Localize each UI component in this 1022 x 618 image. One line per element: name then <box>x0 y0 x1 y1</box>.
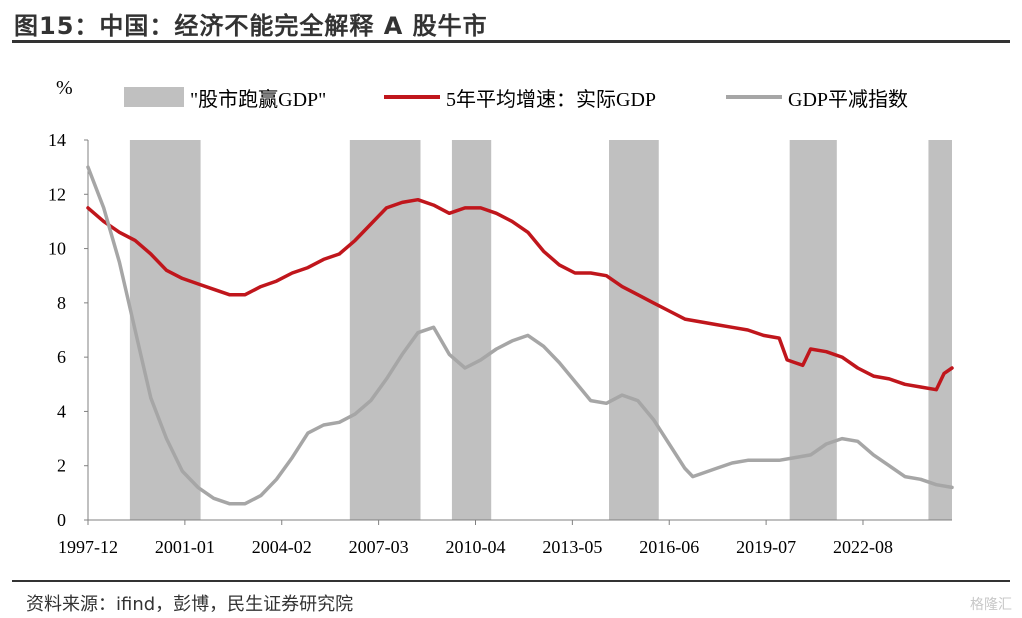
shade-period-1 <box>129 140 201 520</box>
source-note: 资料来源：ifind，彭博，民生证券研究院 <box>26 594 354 615</box>
x-tick-label: 2001-01 <box>155 537 215 557</box>
y-tick-label: 4 <box>57 401 66 421</box>
y-tick-label: 8 <box>57 293 66 313</box>
legend: "股市跑赢GDP" 5年平均增速：实际GDP GDP平减指数 <box>124 87 908 111</box>
y-tick-label: 10 <box>48 239 66 259</box>
x-tick-label: 2013-05 <box>542 537 602 557</box>
y-tick-label: 12 <box>48 184 66 204</box>
axes: % 0 2 4 6 8 10 12 14 1997-12 2001-01 2004-02 2007-03… <box>48 77 952 557</box>
y-axis-label: % <box>56 77 73 99</box>
title-rule <box>12 40 1010 43</box>
line-chart: % 0 2 4 6 8 10 12 14 1997-12 2001-01 2004-02 2007-03… <box>48 77 954 557</box>
x-tick-label: 2007-03 <box>349 537 409 557</box>
y-tick-label: 2 <box>57 456 66 476</box>
series-line-2 <box>86 165 954 506</box>
shade-period-2 <box>349 140 421 520</box>
x-tick-label: 2010-04 <box>445 537 505 557</box>
x-tick-label: 2019-07 <box>736 537 796 557</box>
series-lines <box>86 165 954 506</box>
y-tick-label: 14 <box>48 130 66 150</box>
shade-period-5 <box>789 140 837 520</box>
legend-label: "股市跑赢GDP" <box>190 88 326 111</box>
x-tick-label: 1997-12 <box>58 537 118 557</box>
x-tick-label: 2022-08 <box>833 537 893 557</box>
shade-period-6 <box>928 140 952 520</box>
watermark: 格隆汇 <box>970 597 1012 613</box>
y-tick-label: 0 <box>57 510 66 530</box>
legend-label: 5年平均增速：实际GDP <box>446 88 656 111</box>
legend-box-swatch <box>124 87 184 107</box>
shaded-periods <box>129 140 952 520</box>
x-tick-label: 2016-06 <box>639 537 699 557</box>
shade-period-4 <box>609 140 659 520</box>
chart-title: 图15：中国：经济不能完全解释 A 股牛市 <box>14 12 488 40</box>
y-tick-label: 6 <box>57 347 66 367</box>
series-line-1 <box>86 197 954 392</box>
legend-label: GDP平减指数 <box>788 88 908 111</box>
source-rule <box>12 580 1010 582</box>
x-tick-label: 2004-02 <box>252 537 312 557</box>
shade-period-3 <box>451 140 492 520</box>
